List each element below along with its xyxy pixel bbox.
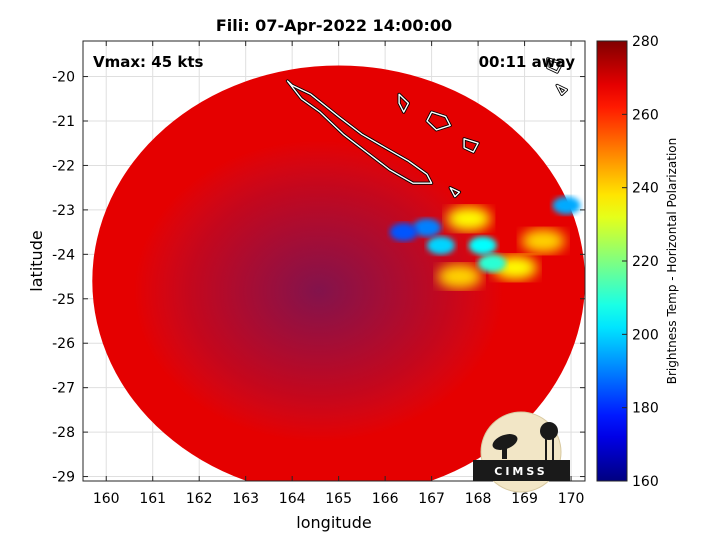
warm-feature-mark <box>437 264 482 289</box>
x-tick-label: 161 <box>139 491 166 507</box>
coastline-vanuatu <box>547 58 563 73</box>
warm-feature-mark <box>412 218 441 237</box>
coastline-new-caledonia <box>286 80 433 184</box>
warm-feature-mark <box>552 196 581 215</box>
coastline-lifou <box>426 111 451 131</box>
colorbar-tick-label: 180 <box>632 401 659 417</box>
colorbar-tick-label: 240 <box>632 181 659 197</box>
logo-banner <box>473 460 570 481</box>
time-away-label: 00:11 away <box>479 53 576 71</box>
x-tick-label: 169 <box>511 491 538 507</box>
warm-feature-mark <box>521 229 566 253</box>
brightness-swath <box>92 65 585 481</box>
x-axis-label: longitude <box>296 513 371 532</box>
logo-tower-tank-icon <box>540 422 558 440</box>
logo-text: CIMSS <box>494 465 547 478</box>
coastlines <box>285 57 568 199</box>
y-tick-label: -26 <box>52 336 75 352</box>
colorbar-tick-label: 200 <box>632 327 659 343</box>
y-tick-label: -25 <box>52 292 75 308</box>
warm-feature-mark <box>389 223 418 242</box>
plot-frame <box>82 40 586 482</box>
warm-feature-mark <box>478 254 507 273</box>
coastline-isle-of-pines <box>449 187 461 198</box>
warm-feature-mark <box>446 206 491 231</box>
colorbar: 280 260 240 220 200 180 160 Brightness Temp - … <box>596 34 679 490</box>
colorbar-tick-label: 280 <box>632 34 659 50</box>
x-tick-label: 165 <box>325 491 352 507</box>
y-tick-label: -20 <box>52 70 75 86</box>
colorbar-tick-label: 260 <box>632 107 659 123</box>
warm-feature-mark <box>426 236 455 255</box>
y-axis-label: latitude <box>27 230 46 291</box>
logo-dish-stand-icon <box>502 445 507 459</box>
y-tick-label: -29 <box>52 470 75 486</box>
y-tick-label: -23 <box>52 203 75 219</box>
x-tick-label: 163 <box>232 491 259 507</box>
y-tick-label: -21 <box>52 114 75 130</box>
x-tick-label: 160 <box>93 491 120 507</box>
coastline-mare <box>463 138 479 153</box>
y-axis-ticks: -20 -21 -22 -23 -24 -25 -26 -27 -28 -29 <box>52 70 585 486</box>
x-tick-label: 164 <box>279 491 306 507</box>
warm-features <box>389 196 581 289</box>
swath-shading <box>133 140 504 442</box>
coastline-vanuatu-s <box>556 84 568 95</box>
y-tick-label: -24 <box>52 247 75 263</box>
x-tick-label: 166 <box>372 491 399 507</box>
coastline-ouvea <box>398 93 410 113</box>
x-tick-label: 168 <box>465 491 492 507</box>
x-axis-ticks: 160 161 162 163 164 165 166 167 168 169 170 <box>93 41 585 507</box>
colorbar-tick-label: 220 <box>632 254 659 270</box>
cimss-logo: CIMSS <box>473 411 570 493</box>
x-tick-label: 167 <box>418 491 445 507</box>
x-tick-label: 170 <box>558 491 585 507</box>
logo-tower-leg-icon <box>552 438 554 460</box>
logo-dish-icon <box>492 434 518 450</box>
colorbar-ticks: 280 260 240 220 200 180 160 <box>622 34 659 490</box>
y-tick-label: -28 <box>52 425 75 441</box>
y-tick-label: -27 <box>52 381 75 397</box>
warm-feature-mark <box>468 236 497 255</box>
colorbar-tick-label: 160 <box>632 474 659 490</box>
chart-title: Fili: 07-Apr-2022 14:00:00 <box>216 16 452 35</box>
colorbar-label: Brightness Temp - Horizontal Polarizatio… <box>665 138 679 385</box>
logo-tower-leg-icon <box>545 438 547 460</box>
y-tick-label: -22 <box>52 158 75 174</box>
x-tick-label: 162 <box>186 491 213 507</box>
vmax-label: Vmax: 45 kts <box>93 53 203 71</box>
